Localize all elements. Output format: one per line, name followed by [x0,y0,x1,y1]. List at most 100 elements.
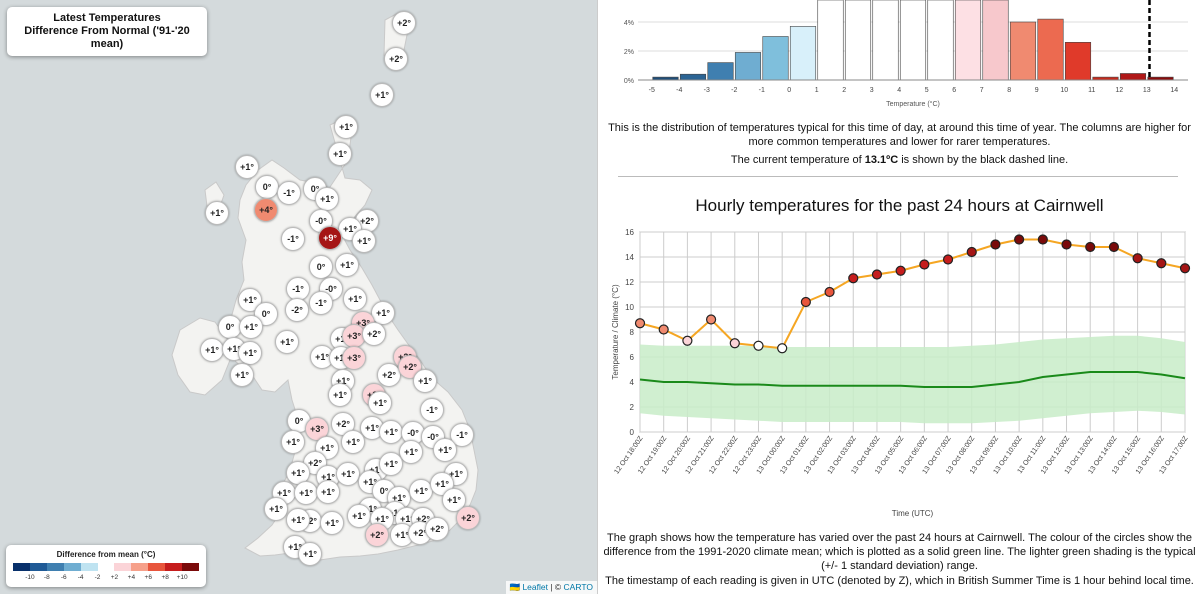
station-detail-panel[interactable]: 0% 2% 4% -5 -4 -3 -2 -1 0 1 2 3 4 5 6 7 8 9 10 11 12 13 14 Temp… [597,0,1200,594]
dist-xtick-label: 2 [842,87,846,94]
station-marker[interactable]: +2° [365,523,389,547]
station-marker[interactable]: +1° [235,155,259,179]
temperature-point[interactable] [800,296,811,308]
legend-swatch [182,563,199,571]
station-marker[interactable]: +1° [239,315,263,339]
temperature-point[interactable] [1014,234,1025,245]
station-marker[interactable]: +1° [238,341,262,365]
temperature-point[interactable] [682,335,693,346]
temperature-point[interactable] [777,343,788,354]
station-marker[interactable]: +1° [200,338,224,362]
station-marker[interactable]: +1° [352,229,376,253]
ukraine-flag-icon: 🇺🇦 [509,582,523,592]
station-marker[interactable]: +1° [294,481,318,505]
dist-xtick-label: 11 [1088,87,1095,94]
temperature-point[interactable] [848,273,859,284]
dist-bar [927,0,954,81]
temperature-point[interactable] [942,254,954,265]
temperature-point[interactable] [1132,253,1143,264]
distribution-description: This is the distribution of temperatures… [608,122,1191,148]
station-marker[interactable]: +2° [456,506,480,530]
station-marker[interactable]: 0° [255,175,279,199]
temperature-point[interactable] [1085,241,1096,253]
station-marker[interactable]: -1° [286,277,310,301]
station-marker[interactable]: 0° [218,315,242,339]
station-marker[interactable]: +1° [336,462,360,486]
station-marker[interactable]: +1° [399,440,423,464]
station-marker[interactable]: +1° [238,288,262,312]
temperature-point[interactable] [705,314,717,325]
station-marker[interactable]: +1° [379,420,403,444]
station-marker[interactable]: 0° [309,255,333,279]
station-marker[interactable]: -1° [420,398,444,422]
station-marker[interactable]: +1° [379,452,403,476]
station-marker[interactable]: +2° [425,517,449,541]
attribution-separator: | © [547,582,564,592]
dist-bar [734,52,762,81]
station-marker[interactable]: +1° [409,479,433,503]
hourly-ytick-label: 10 [625,303,634,312]
dist-bar [1037,18,1064,81]
carto-link[interactable]: CARTO [563,582,593,592]
temperature-point[interactable] [658,324,669,335]
station-marker[interactable]: +1° [230,363,254,387]
station-marker[interactable]: +1° [334,115,358,139]
station-marker[interactable]: +3° [342,346,366,370]
dist-bar [954,0,982,81]
station-marker[interactable]: +1° [298,542,322,566]
station-marker[interactable]: +1° [320,511,344,535]
legend-title: Difference from mean (°C) [56,550,156,559]
station-marker[interactable]: +1° [371,301,395,325]
temperature-point[interactable] [871,269,883,280]
temperature-point[interactable] [895,265,906,276]
station-marker[interactable]: -1° [277,181,301,205]
temperature-point[interactable] [634,318,646,329]
station-marker[interactable]: +2° [331,412,355,436]
station-marker[interactable]: -1° [281,227,305,251]
station-marker[interactable]: +1° [281,430,305,454]
temperature-point[interactable] [1061,239,1072,250]
station-marker[interactable]: +1° [286,508,310,532]
station-marker[interactable]: +1° [316,480,340,504]
temperature-point[interactable] [729,338,740,349]
temperature-point[interactable] [1037,234,1048,245]
station-marker[interactable]: +1° [205,201,229,225]
station-marker[interactable]: +1° [275,330,299,354]
station-marker[interactable]: +2° [392,11,416,35]
temperature-map[interactable]: +2° +2° +1° +1° +1° +1° 0° -1° 0° +1° +1° +4° -0° +2°… [0,0,597,594]
station-marker[interactable]: +1° [442,488,466,512]
station-marker[interactable]: +1° [343,287,367,311]
station-marker[interactable]: +4° [254,198,278,222]
station-marker[interactable]: +1° [328,142,352,166]
station-marker[interactable]: +2° [362,322,386,346]
map-title: Latest Temperatures [53,12,161,24]
temperature-point[interactable] [1156,258,1167,269]
dist-bar [789,26,817,81]
leaflet-link[interactable]: Leaflet [522,582,548,592]
current-temp-value: 13.1ºC [864,154,899,166]
station-marker[interactable]: +1° [264,497,288,521]
station-marker[interactable]: +1° [315,187,339,211]
station-marker[interactable]: +1° [347,504,371,528]
station-marker[interactable]: -2° [285,298,309,322]
legend-swatch [97,563,115,571]
temperature-point[interactable] [966,246,977,258]
station-marker[interactable]: +9° [318,226,342,250]
station-marker[interactable]: +2° [384,47,408,71]
temperature-point[interactable] [1108,241,1120,253]
dist-bar [1119,73,1147,81]
hourly-ytick-label: 0 [630,428,635,437]
station-marker[interactable]: +1° [433,438,457,462]
temperature-point[interactable] [753,340,764,351]
temperature-point[interactable] [919,259,930,270]
station-marker[interactable]: +1° [335,253,359,277]
station-marker[interactable]: +1° [370,83,394,107]
temperature-point[interactable] [1179,263,1191,274]
station-marker[interactable]: +1° [341,430,365,454]
station-marker[interactable]: -1° [309,291,333,315]
temperature-point[interactable] [824,286,835,298]
station-marker[interactable]: +1° [368,391,392,415]
station-marker[interactable]: +1° [328,383,352,407]
station-marker[interactable]: +1° [413,369,437,393]
temperature-point[interactable] [990,239,1001,250]
